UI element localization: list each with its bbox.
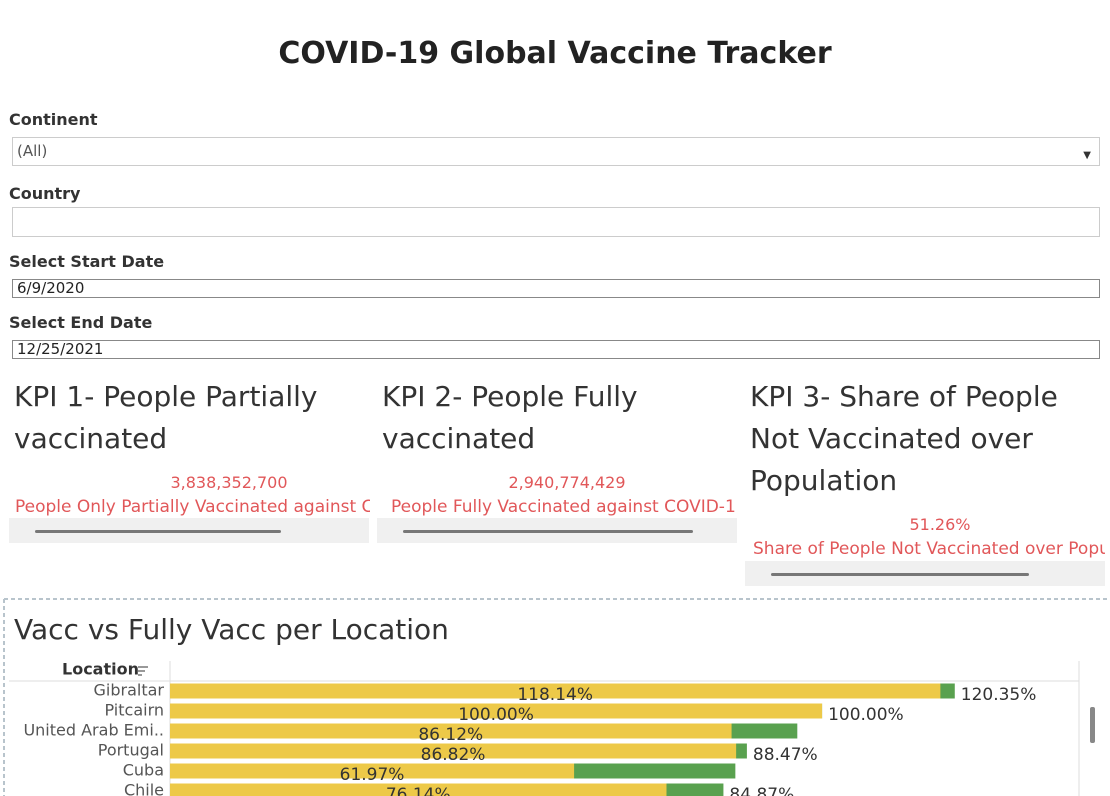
kpi-description: People Fully Vaccinated against COVID-1	[391, 497, 736, 517]
bar	[170, 743, 737, 759]
bar	[170, 783, 667, 796]
category-label: United Arab Emi..	[23, 721, 164, 740]
filter-label: Select Start Date	[9, 252, 165, 271]
data-label: 118.14%	[517, 685, 593, 705]
chart-scroll-thumb[interactable]	[1090, 707, 1095, 743]
bar	[170, 763, 575, 779]
data-label: 100.00%	[458, 705, 534, 725]
data-label: 86.82%	[421, 745, 486, 765]
data-label: 120.35%	[961, 685, 1037, 705]
data-label: 61.97%	[340, 765, 405, 785]
kpi-description: Share of People Not Vaccinated over Popu	[753, 539, 1105, 559]
filter-label: Continent	[9, 110, 98, 129]
data-label: 86.12%	[418, 725, 483, 745]
kpi-description: People Only Partially Vaccinated against…	[15, 497, 370, 517]
data-label: 76.14%	[386, 785, 451, 796]
y-axis-label: Location	[62, 660, 139, 679]
date-value: 12/25/2021	[17, 340, 104, 358]
kpi-title: KPI 3- Share of People Not Vaccinated ov…	[750, 380, 1058, 497]
kpi-value: 51.26%	[909, 515, 971, 534]
scrollbar[interactable]	[377, 518, 737, 543]
scrollbar[interactable]	[745, 561, 1105, 586]
category-label: Cuba	[123, 761, 164, 780]
bar	[170, 703, 823, 719]
sort-icon	[138, 666, 148, 676]
data-label: 100.00%	[828, 705, 904, 725]
scrollbar[interactable]	[9, 518, 369, 543]
category-label: Chile	[124, 781, 164, 796]
filter-label: Country	[9, 184, 81, 203]
bar	[170, 683, 941, 699]
kpi-value: 3,838,352,700	[170, 473, 288, 492]
scroll-thumb[interactable]	[771, 573, 1029, 576]
scroll-thumb[interactable]	[403, 530, 693, 533]
category-label: Pitcairn	[105, 701, 165, 720]
dropdown-arrow: ▼	[1083, 150, 1091, 161]
chart: Vacc vs Fully Vacc per Location Location…	[3, 598, 1110, 796]
country-input[interactable]	[12, 207, 1100, 237]
bar	[170, 723, 732, 739]
dashboard-title: COVID-19 Global Vaccine Tracker	[278, 36, 832, 71]
chart-title: Vacc vs Fully Vacc per Location	[14, 613, 449, 646]
kpi-value: 2,940,774,429	[508, 473, 626, 492]
dropdown-value: (All)	[17, 142, 48, 160]
end-date-input[interactable]: 12/25/2021	[12, 340, 1100, 359]
start-date-input[interactable]: 6/9/2020	[12, 279, 1100, 298]
category-label: Gibraltar	[94, 681, 165, 700]
date-value: 6/9/2020	[17, 279, 85, 297]
data-label: 88.47%	[753, 745, 818, 765]
continent-dropdown[interactable]: (All) ▼	[12, 137, 1100, 166]
filter-label: Select End Date	[9, 313, 153, 332]
kpi-title: KPI 2- People Fully vaccinated	[382, 380, 638, 455]
kpi-title: KPI 1- People Partially vaccinated	[14, 380, 318, 455]
scroll-thumb[interactable]	[35, 530, 281, 533]
data-label: 84.87%	[729, 785, 794, 796]
category-label: Portugal	[98, 741, 164, 760]
